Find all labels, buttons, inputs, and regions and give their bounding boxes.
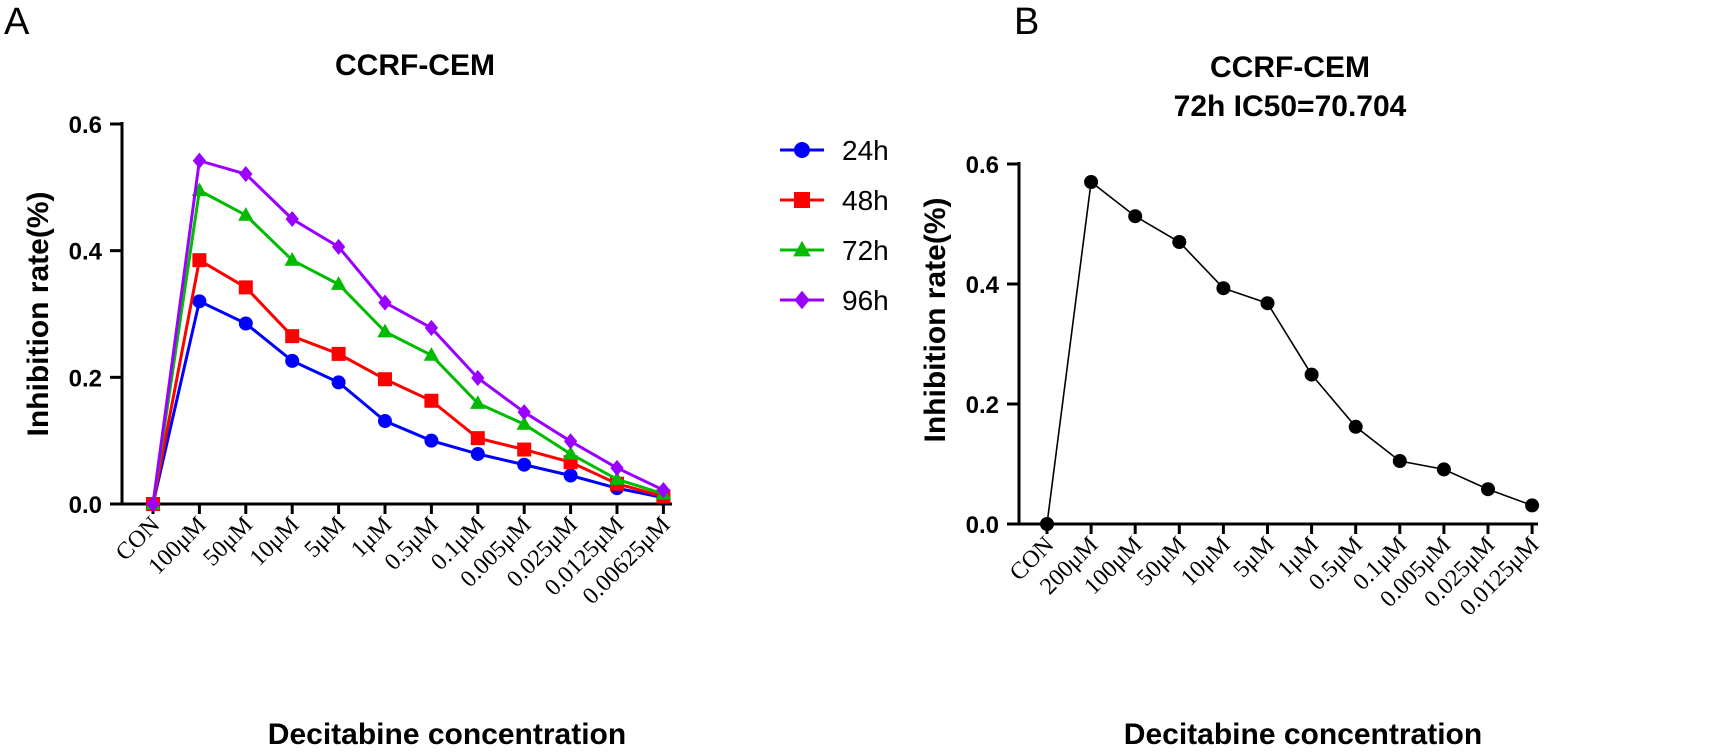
chart-a-series-48h [146,253,671,511]
chart-a-point-72h [609,471,625,485]
chart-b-point-72h [1348,419,1363,434]
chart-b-y-axis-title: Inhibition rate(%) [919,198,952,443]
chart-a-point-72h [238,207,254,221]
chart-a-series-96h [146,152,671,513]
chart-a-point-48h [331,346,346,361]
chart-a-point-72h [423,347,440,361]
chart-b-point-72h [1084,175,1099,189]
chart-a-legend-label: 72h [842,235,889,266]
chart-a-point-72h [516,416,532,430]
chart-a-point-24h [470,446,485,461]
chart-b-series-72h [1040,175,1540,531]
chart-a-point-24h [192,294,207,309]
chart-a-point-48h [424,393,439,408]
chart-a-point-96h [192,152,207,169]
chart-a-point-24h [378,414,392,429]
chart-a-point-96h [239,165,253,183]
chart-b-point-72h [1260,296,1275,311]
chart-a-legend-item-96h: 96h [780,285,889,316]
chart-a: CCRF-CEM Decitabine concentration Inhibi… [22,49,889,751]
chart-a-point-72h [377,323,393,338]
chart-a-point-24h [238,316,253,331]
chart-b-x-axis-title: Decitabine concentration [1124,718,1482,751]
chart-a-point-48h [517,442,532,457]
chart-b: CCRF-CEM 72h IC50=70.704 Decitabine conc… [919,51,1544,751]
chart-b-point-72h [1128,209,1143,224]
chart-a-point-96h [146,495,160,513]
chart-a-point-96h [517,404,531,421]
chart-a-point-24h [517,457,532,472]
chart-a-point-48h [378,372,392,387]
chart-b-point-72h [1040,517,1054,531]
chart-a-point-96h [424,319,439,336]
chart-a-series-24h [146,294,671,511]
chart-b-y-tick-label: 0.4 [966,272,1000,299]
chart-a-x-tick-label: 10μM [245,512,305,572]
chart-a-title: CCRF-CEM [335,49,495,82]
chart-a-legend-label: 48h [842,185,889,216]
chart-a-point-48h [192,253,207,268]
chart-a-legend-item-24h: 24h [780,135,889,166]
chart-a-point-24h [285,353,300,368]
chart-b-x-tick-label: 5μM [1229,532,1280,583]
chart-b-point-72h [1172,235,1187,249]
chart-a-legend-item-48h: 48h [780,185,889,216]
chart-a-legend-label: 24h [842,135,889,166]
chart-b-point-72h [1436,462,1451,477]
chart-a-y-tick-label: 0.4 [69,239,103,266]
chart-a-legend-marker-96h [794,290,810,310]
chart-a-point-96h [656,482,671,499]
chart-a-point-96h [285,210,299,228]
chart-a-point-48h [285,329,300,344]
chart-a-legend: 24h 48h 72h 96h [780,135,889,316]
chart-a-point-96h [471,369,485,387]
chart-a-legend-item-72h: 72h [780,235,889,266]
chart-a-legend-label: 96h [842,285,889,316]
chart-a-point-48h [470,431,485,446]
chart-b-y-tick-label: 0.2 [966,392,999,419]
chart-a-y-tick-label: 0.2 [69,365,102,392]
chart-a-x-tick-label: 5μM [300,512,351,563]
chart-a-line-72h [151,188,664,505]
chart-a-legend-marker-72h [793,240,811,257]
chart-a-x-tick-label: 50μM [198,512,258,572]
panel-letter-b: B [1014,1,1039,43]
chart-a-y-tick-label: 0.6 [69,112,102,139]
chart-a-y-tick-label: 0.0 [69,492,102,519]
chart-b-title: CCRF-CEM [1210,51,1370,84]
chart-a-point-72h [470,395,486,409]
chart-a-point-96h [610,459,624,476]
chart-a-point-96h [563,433,578,450]
chart-a-point-96h [331,238,346,255]
chart-b-y-tick-label: 0.0 [966,512,999,539]
chart-b-point-72h [1216,281,1231,296]
chart-a-x-axis-title: Decitabine concentration [268,718,626,751]
chart-a-line-48h [151,257,664,505]
chart-a-point-72h [284,252,300,266]
chart-a-line-96h [151,158,665,505]
chart-a-point-72h [562,445,579,460]
chart-b-point-72h [1525,498,1540,513]
chart-b-x-tick-label: 10μM [1176,532,1236,592]
chart-b-point-72h [1304,367,1319,382]
chart-b-point-72h [1392,454,1407,468]
chart-a-point-24h [563,468,578,483]
chart-a-point-48h [238,280,253,295]
chart-a-point-72h [330,276,347,290]
chart-a-legend-marker-24h [794,142,810,158]
chart-b-subtitle: 72h IC50=70.704 [1174,90,1407,123]
chart-a-point-24h [424,433,439,448]
chart-a-point-96h [378,294,392,311]
chart-b-point-72h [1481,482,1495,497]
chart-a-line-24h [151,299,664,505]
chart-a-series-72h [145,182,672,510]
chart-a-point-24h [331,375,346,390]
chart-b-y-tick-label: 0.6 [966,152,999,179]
chart-a-y-axis-title: Inhibition rate(%) [22,192,55,437]
panel-letter-a: A [4,1,30,43]
chart-b-line-72h [1046,180,1533,525]
chart-a-legend-marker-48h [794,192,810,208]
chart-b-x-tick-label: 50μM [1132,532,1192,592]
